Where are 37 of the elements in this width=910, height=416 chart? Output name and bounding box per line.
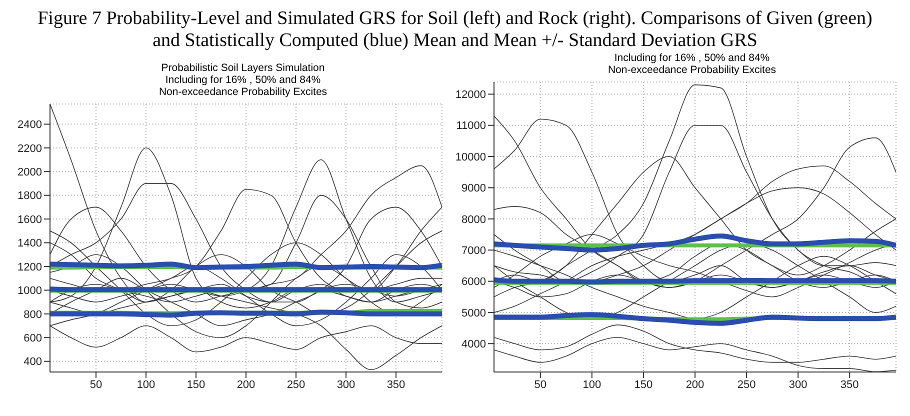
y-tick-label: 1400 <box>18 238 42 250</box>
y-tick-label: 11000 <box>456 120 486 132</box>
y-tick-label: 2200 <box>18 142 42 155</box>
x-tick-label: 250 <box>737 378 756 391</box>
y-tick-label: 1600 <box>18 214 42 226</box>
y-tick-label: 4000 <box>462 338 486 351</box>
y-tick-label: 1000 <box>18 285 42 298</box>
x-tick-label: 150 <box>186 378 206 391</box>
x-tick-label: 200 <box>686 378 704 391</box>
y-tick-label: 1800 <box>18 190 42 202</box>
x-tick-label: 200 <box>236 378 256 391</box>
y-tick-label: 600 <box>24 332 42 345</box>
y-tick-label: 6000 <box>462 276 486 288</box>
y-tick-label: 7000 <box>462 244 486 257</box>
x-tick-label: 100 <box>136 378 156 391</box>
x-tick-label: 250 <box>286 378 306 391</box>
y-tick-label: 400 <box>24 356 42 368</box>
y-tick-label: 8000 <box>462 214 486 226</box>
y-tick-label: 10000 <box>455 151 486 164</box>
x-tick-label: 100 <box>582 378 602 391</box>
x-tick-label: 350 <box>840 378 859 391</box>
x-tick-label: 50 <box>534 378 547 391</box>
y-tick-label: 800 <box>24 308 42 321</box>
chart-title: Probabilistic Soil Layers Simulation Including for 16% , 50% and 84% Non-exceedance Probability Excites <box>158 62 328 98</box>
x-tick-label: 300 <box>788 378 808 391</box>
x-tick-label: 300 <box>336 378 356 391</box>
y-tick-label: 2400 <box>18 119 42 132</box>
y-tick-label: 1200 <box>18 261 42 274</box>
y-tick-label: 12000 <box>455 89 486 102</box>
x-tick-label: 350 <box>386 378 406 391</box>
y-tick-label: 9000 <box>462 182 486 195</box>
x-tick-label: 150 <box>634 378 653 391</box>
chart-title: Including for 16% , 50% and 84% Non-exceedance Probability Excites <box>608 52 776 76</box>
x-tick-label: 50 <box>90 378 102 391</box>
caption: Figure 7 Probability-Level and Simulated GRS for Soil (left) and Rock (right). Comparisons of Given (green) and Statistically Computed (blue) Mean and Mean +/- Standard Deviation GRS <box>36 8 874 52</box>
y-tick-label: 2000 <box>18 166 42 178</box>
y-tick-label: 5000 <box>462 307 486 320</box>
